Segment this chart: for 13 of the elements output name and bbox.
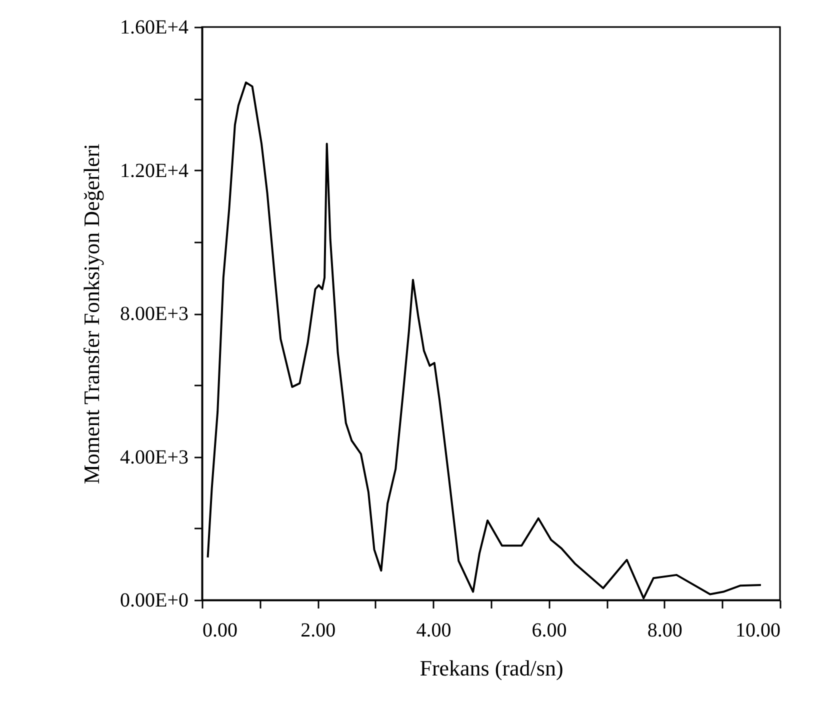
- y-tick-label: 1.20E+4: [120, 160, 188, 182]
- x-tick-label: 4.00: [416, 620, 452, 642]
- y-tick-label: 1.60E+4: [120, 16, 188, 38]
- x-tick-label: 8.00: [647, 620, 682, 642]
- y-tick-label: 4.00E+3: [120, 446, 188, 468]
- x-tick-label: 6.00: [532, 620, 567, 642]
- x-tick-label: 0.00: [202, 620, 238, 642]
- y-axis-title: Moment Transfer Fonksiyon Değerleri: [79, 144, 104, 484]
- y-tick-label: 8.00E+3: [120, 303, 188, 325]
- y-tick-label: 0.00E+0: [120, 590, 188, 612]
- x-tick-label: 10.00: [736, 620, 780, 642]
- x-tick-label: 2.00: [300, 620, 336, 642]
- x-axis-title: Frekans (rad/sn): [420, 656, 564, 680]
